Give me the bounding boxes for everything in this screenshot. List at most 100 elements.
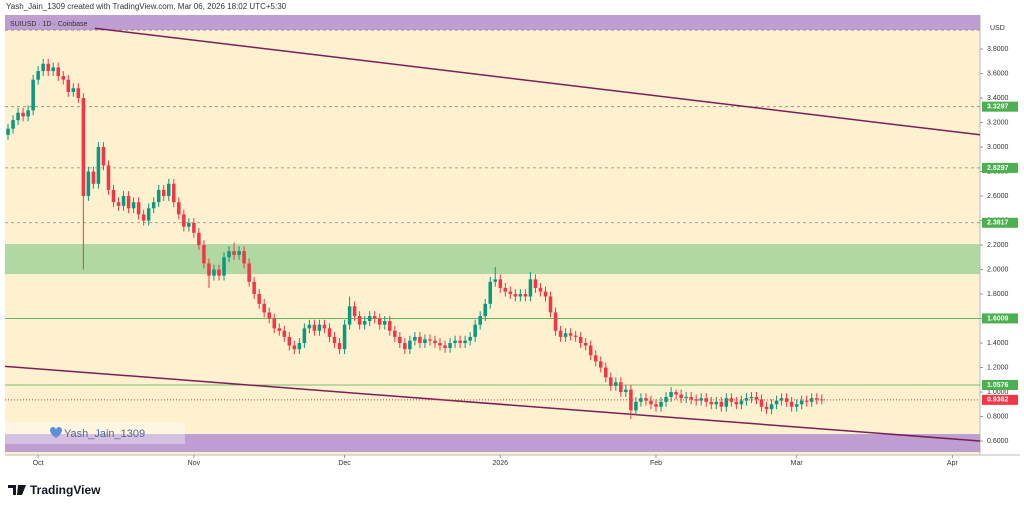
y-tick-label: 2.0000 (987, 266, 1009, 273)
zone (5, 15, 980, 31)
y-tick-label: 2.2000 (987, 242, 1009, 249)
candle-body (654, 404, 658, 407)
candle-body (292, 345, 297, 350)
candle-body (588, 345, 593, 356)
candle-body (814, 398, 819, 400)
candle-body (423, 339, 427, 344)
candle-body (764, 406, 769, 410)
candle-body (513, 294, 518, 297)
candle-body (272, 318, 277, 329)
candle-body (257, 294, 261, 304)
candle-body (6, 128, 10, 135)
level-label: 2.3817 (987, 220, 1009, 227)
candle-body (639, 398, 643, 402)
candle-body (784, 398, 789, 402)
candle-body (759, 399, 764, 407)
y-tick-label: 3.4000 (987, 95, 1009, 102)
candle-body (121, 196, 126, 206)
candle-body (41, 63, 45, 72)
candle-body (523, 294, 528, 297)
plot (5, 15, 980, 453)
candle-body (86, 171, 91, 197)
candle-body (91, 171, 96, 184)
candle-body (583, 343, 588, 346)
candle-body (644, 398, 648, 401)
candle-body (252, 281, 256, 295)
candle-body (352, 306, 357, 317)
candle-body (789, 401, 794, 407)
candle-body (347, 306, 352, 325)
watermark: Yash_Jain_1309 (64, 428, 145, 440)
candle-body (573, 335, 578, 337)
candle-body (568, 333, 573, 336)
candle-body (754, 396, 759, 400)
candle-body (734, 401, 739, 405)
candle-body (146, 208, 151, 221)
candle-body (337, 343, 342, 350)
candle-body (403, 343, 407, 350)
candle-body (799, 400, 804, 405)
candle-body (222, 257, 226, 276)
candle-body (468, 336, 472, 341)
trendline (94, 27, 980, 136)
candle-body (553, 312, 558, 331)
candle-body (237, 251, 241, 255)
candle-body (453, 340, 457, 344)
candle-body (619, 382, 623, 393)
candle-body (433, 340, 437, 344)
candle-body (327, 328, 332, 337)
logo (8, 485, 26, 495)
candle-body (111, 189, 116, 203)
zone (5, 244, 980, 275)
candle-body (604, 367, 608, 378)
candle-body (136, 202, 141, 215)
candle-body (779, 398, 784, 401)
candle-body (166, 183, 171, 197)
symbol: SUIUSD · 1D · Coinbase (10, 21, 88, 28)
candle-body (126, 196, 131, 209)
y-tick-label: 3.8000 (987, 46, 1009, 53)
level-tag (982, 162, 1018, 173)
candle-body (76, 88, 81, 99)
candle-body (629, 389, 633, 411)
plot-background (5, 15, 980, 455)
x-tick-label: Oct (33, 460, 44, 467)
candle-body (141, 214, 146, 221)
candle-body (177, 202, 181, 215)
candle-body (478, 316, 482, 325)
candle-body (689, 396, 693, 400)
candle-body (679, 394, 683, 399)
candle-body (21, 112, 25, 117)
level-label: 3.3297 (987, 104, 1009, 111)
candle-body (247, 263, 251, 282)
candle-body (232, 251, 236, 255)
candle-body (398, 336, 402, 344)
candle-body (518, 294, 523, 297)
candle-body (563, 333, 568, 337)
candle-body (438, 343, 442, 346)
candle-body (413, 336, 417, 341)
candle-body (131, 202, 136, 209)
candle-body (302, 328, 307, 344)
currency: USD (990, 25, 1005, 32)
candle-body (609, 377, 613, 386)
candle-body (212, 269, 216, 276)
candle-body (81, 98, 86, 197)
y-tick-label: 2.6000 (987, 193, 1009, 200)
candle-body (56, 67, 61, 77)
candle-body (794, 404, 799, 407)
last-price-tag (982, 394, 1018, 405)
candle-body (11, 120, 15, 129)
level-tag (982, 379, 1018, 390)
y-tick-label: 3.2000 (987, 119, 1009, 126)
candle-body (614, 382, 618, 386)
candle-body (382, 320, 387, 325)
y-tick-label: 3.6000 (987, 70, 1009, 77)
x-tick-label: Mar (791, 460, 804, 467)
candle-body (719, 401, 724, 407)
candle-body (488, 281, 492, 304)
candle-body (634, 401, 638, 411)
candle-body (508, 291, 513, 295)
y-tick-label: 0.8000 (987, 413, 1009, 420)
